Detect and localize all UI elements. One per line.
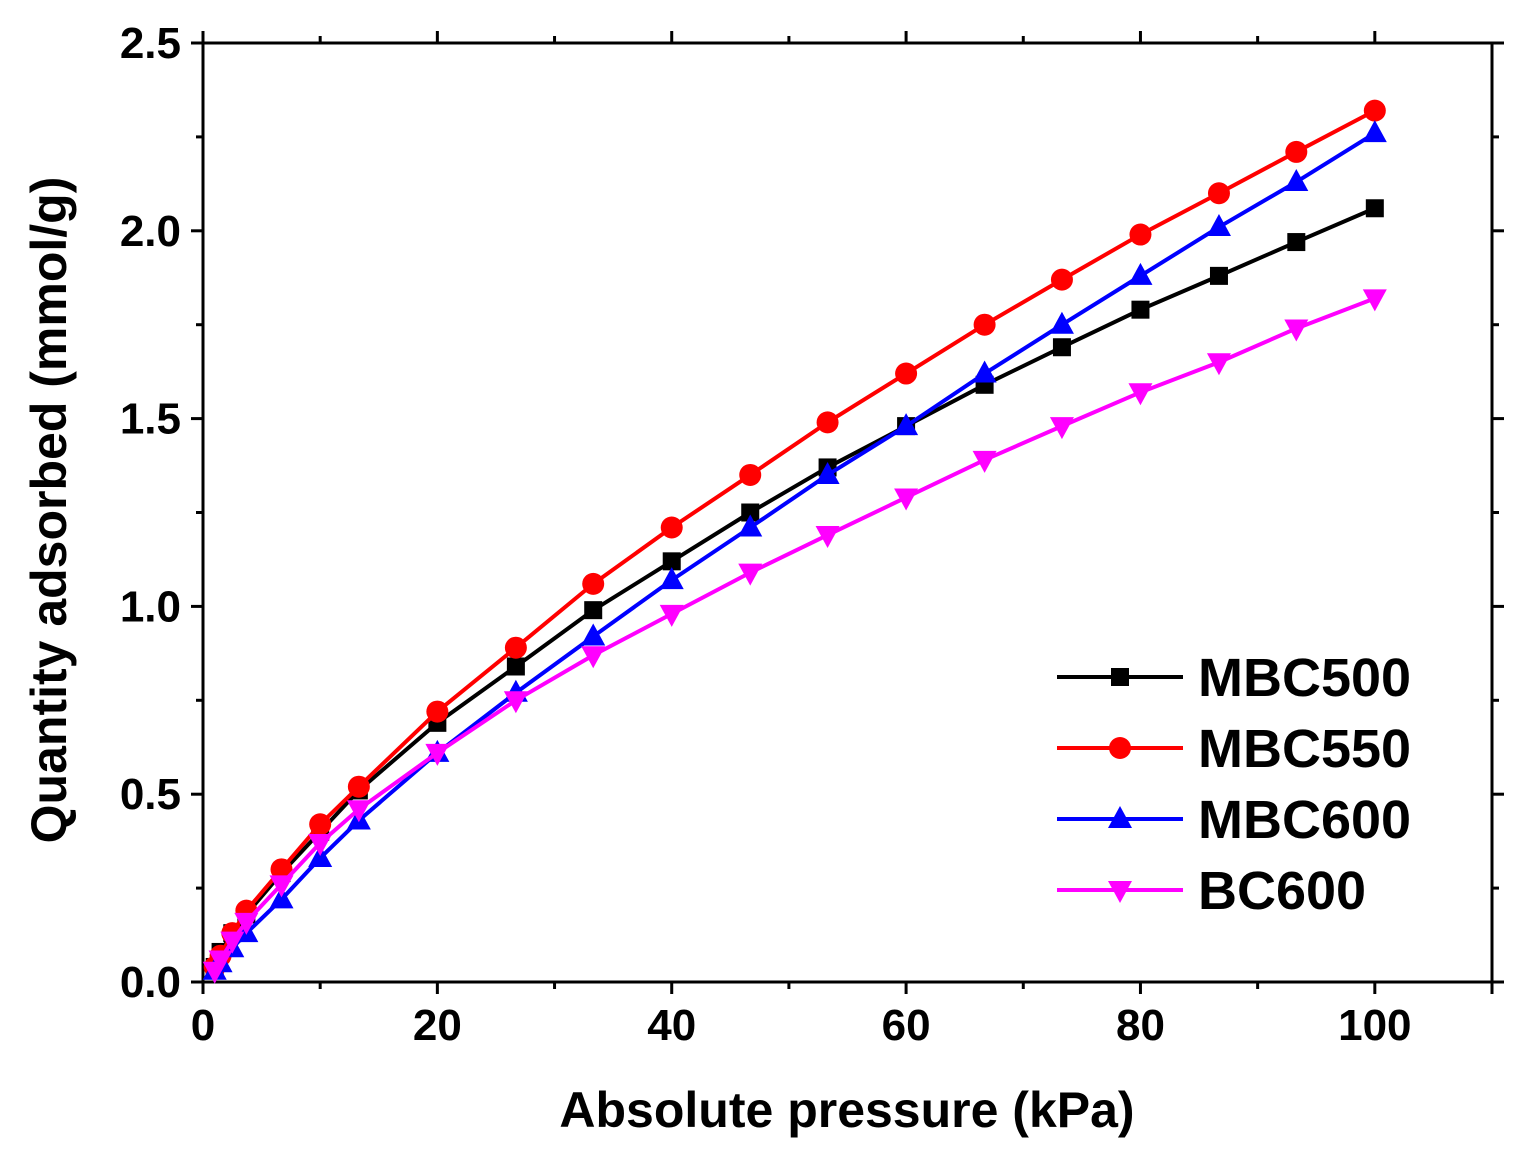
data-point-mbc500	[1209, 266, 1228, 285]
data-point-mbc550	[1363, 99, 1386, 122]
legend-label-mbc500: MBC500	[1198, 648, 1411, 708]
data-point-bc600	[1284, 319, 1309, 342]
data-point-mbc500	[1131, 300, 1150, 319]
data-point-mbc600	[1284, 168, 1309, 191]
data-point-mbc600	[269, 886, 294, 909]
data-point-mbc600	[308, 845, 333, 868]
legend-marker-mbc600	[1108, 806, 1132, 828]
data-point-mbc500	[1287, 233, 1306, 252]
data-point-bc600	[308, 834, 333, 857]
x-tick-label: 60	[882, 1001, 931, 1050]
data-point-bc600	[659, 604, 684, 627]
data-point-bc600	[220, 931, 245, 954]
data-point-mbc550	[739, 463, 762, 486]
data-point-mbc550	[1050, 268, 1073, 291]
data-point-mbc550	[895, 362, 918, 385]
series-line-mbc500	[212, 206, 1376, 968]
y-axis-title: Quantity adsorbed (mmol/g)	[21, 177, 77, 844]
series-bc600	[202, 289, 1387, 984]
data-point-bc600	[1128, 383, 1153, 406]
y-tick-label: 0.5	[120, 770, 181, 819]
data-point-bc600	[1362, 289, 1387, 312]
data-point-mbc550	[1207, 182, 1230, 205]
legend-label-mbc550: MBC550	[1198, 719, 1411, 779]
data-point-bc600	[1049, 417, 1074, 440]
data-point-mbc600	[894, 413, 919, 436]
data-point-bc600	[738, 563, 763, 586]
data-point-mbc550	[504, 636, 527, 659]
data-point-bc600	[208, 950, 233, 973]
data-point-mbc500	[662, 552, 681, 571]
data-point-mbc600	[1206, 214, 1231, 237]
data-point-mbc550	[270, 858, 293, 881]
y-tick-label: 2.0	[120, 207, 181, 256]
data-point-bc600	[346, 800, 371, 823]
data-point-bc600	[972, 450, 997, 473]
y-tick-label: 2.5	[120, 19, 181, 68]
data-point-mbc600	[581, 623, 606, 646]
legend-item-mbc600: MBC600	[1057, 790, 1411, 850]
legend-label-bc600: BC600	[1198, 861, 1366, 921]
legend-item-bc600: BC600	[1057, 861, 1366, 921]
data-point-mbc600	[1362, 120, 1387, 143]
data-point-mbc500	[741, 503, 760, 522]
data-point-mbc550	[309, 813, 332, 836]
x-tick-label: 40	[647, 1001, 696, 1050]
x-axis-title: Absolute pressure (kPa)	[559, 1082, 1134, 1138]
data-point-bc600	[815, 526, 840, 549]
data-point-mbc550	[973, 313, 996, 336]
data-point-mbc600	[1049, 311, 1074, 334]
data-point-mbc600	[972, 360, 997, 383]
data-point-mbc550	[1129, 223, 1152, 246]
x-tick-label: 80	[1116, 1001, 1165, 1050]
data-point-mbc500	[1365, 199, 1384, 218]
x-tick-label: 100	[1338, 1001, 1411, 1050]
series-layer	[202, 99, 1387, 984]
series-mbc500	[205, 199, 1384, 976]
data-point-mbc600	[1128, 262, 1153, 285]
data-point-mbc550	[347, 775, 370, 798]
data-point-mbc600	[738, 514, 763, 537]
data-point-bc600	[894, 488, 919, 511]
x-tick-label: 20	[413, 1001, 462, 1050]
legend-marker-mbc550	[1109, 737, 1131, 759]
x-tick-label: 0	[191, 1001, 215, 1050]
data-point-bc600	[425, 743, 450, 766]
data-point-mbc550	[816, 411, 839, 434]
legend-label-mbc600: MBC600	[1198, 790, 1411, 850]
data-point-mbc550	[582, 572, 605, 595]
data-point-mbc550	[660, 516, 683, 539]
data-point-mbc550	[426, 700, 449, 723]
legend-item-mbc550: MBC550	[1057, 719, 1411, 779]
data-point-bc600	[503, 691, 528, 714]
data-point-mbc500	[1052, 338, 1071, 357]
y-tick-label: 1.5	[120, 395, 181, 444]
data-point-bc600	[581, 646, 606, 669]
legend-item-mbc500: MBC500	[1057, 648, 1411, 708]
axes: 0 20 40 60 80 100 0.0 0.5 1.0 1.5 2.0 2.5	[120, 19, 1504, 1050]
data-point-bc600	[234, 912, 259, 935]
data-point-mbc600	[659, 567, 684, 590]
legend-marker-bc600	[1108, 881, 1132, 903]
data-point-bc600	[269, 875, 294, 898]
series-mbc550	[203, 99, 1386, 978]
legend-marker-mbc500	[1111, 668, 1129, 686]
data-point-bc600	[1206, 353, 1231, 376]
data-point-mbc500	[584, 601, 603, 620]
data-point-mbc550	[1285, 140, 1308, 163]
data-point-mbc500	[506, 657, 525, 676]
data-point-mbc600	[815, 461, 840, 484]
y-tick-label: 1.0	[120, 582, 181, 631]
series-line-mbc600	[213, 131, 1376, 972]
y-tick-label: 0.0	[120, 958, 181, 1007]
legend: MBC500 MBC550 MBC600 BC600	[1057, 648, 1411, 921]
